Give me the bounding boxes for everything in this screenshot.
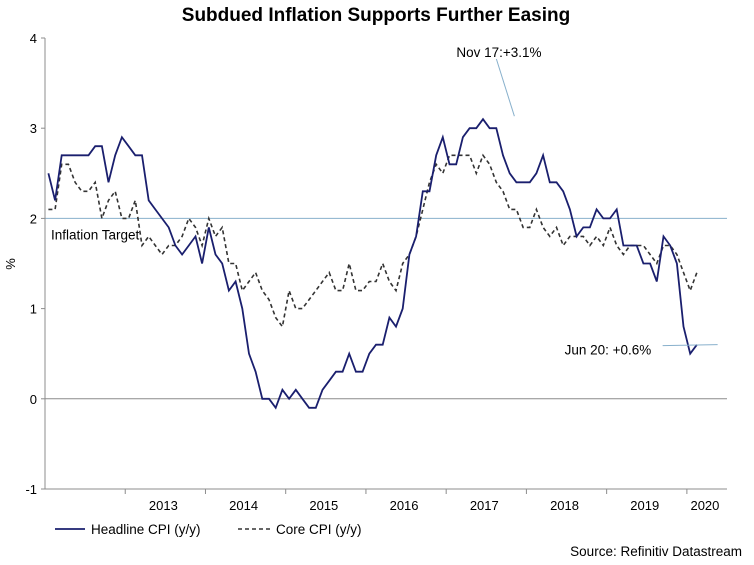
x-tick-label: 2016 bbox=[390, 498, 419, 513]
series-headline-cpi-line bbox=[47, 117, 698, 410]
x-tick-label: 2013 bbox=[149, 498, 178, 513]
source-note: Source: Refinitiv Datastream bbox=[570, 544, 742, 559]
x-tick-label: 2014 bbox=[229, 498, 258, 513]
x-tick-label: 2017 bbox=[470, 498, 499, 513]
legend-label-core: Core CPI (y/y) bbox=[276, 522, 362, 537]
annotation-nov17: Nov 17:+3.1% bbox=[456, 45, 541, 60]
legend: Headline CPI (y/y) Core CPI (y/y) bbox=[55, 522, 362, 537]
x-axis: 2013 2014 2015 2016 2017 2018 2019 2020 bbox=[124, 489, 719, 513]
y-axis: -1 0 1 2 3 4 bbox=[25, 31, 45, 497]
x-tick-label: 2020 bbox=[690, 498, 719, 513]
y-tick-label: -1 bbox=[25, 482, 37, 497]
x-tick-label: 2018 bbox=[550, 498, 579, 513]
y-tick-label: 3 bbox=[30, 121, 37, 136]
y-tick-label: 0 bbox=[30, 392, 37, 407]
y-tick-label: 1 bbox=[30, 302, 37, 317]
annotation-nov17-leader bbox=[495, 58, 515, 117]
y-axis-label: % bbox=[3, 258, 18, 270]
chart-title: Subdued Inflation Supports Further Easin… bbox=[182, 5, 570, 26]
inflation-target-label: Inflation Target bbox=[51, 227, 140, 242]
x-tick-label: 2015 bbox=[309, 498, 338, 513]
annotation-jun20-leader bbox=[662, 344, 718, 347]
annotation-jun20: Jun 20: +0.6% bbox=[565, 343, 652, 358]
x-tick-label: 2019 bbox=[630, 498, 659, 513]
legend-label-headline: Headline CPI (y/y) bbox=[91, 522, 201, 537]
y-tick-label: 4 bbox=[30, 31, 37, 46]
y-tick-label: 2 bbox=[30, 211, 37, 226]
